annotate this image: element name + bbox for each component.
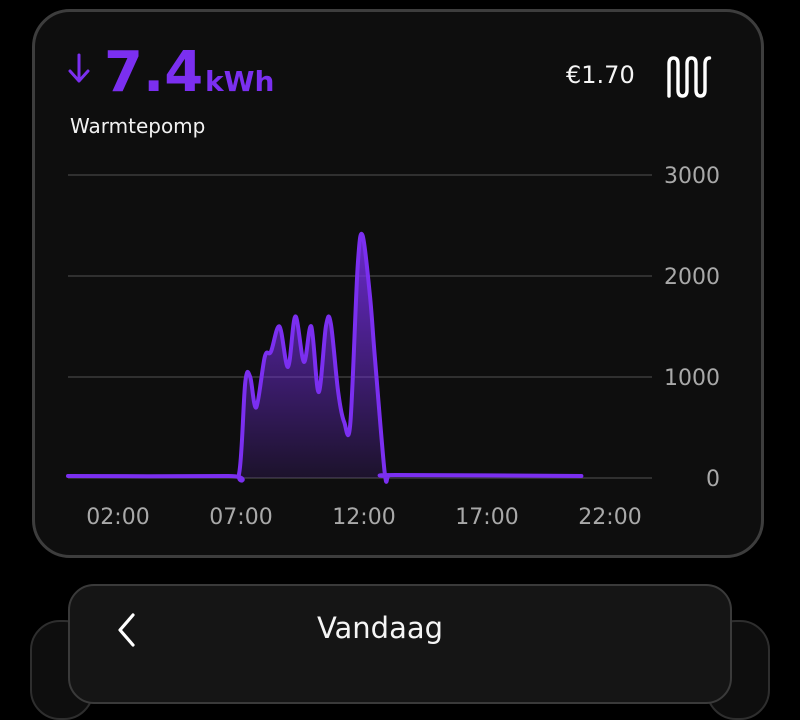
cost-value: €1.70 xyxy=(566,61,635,89)
power-chart: 0 1000 2000 3000 02:00 07:00 12:00 17:00 22:00 xyxy=(66,164,720,530)
energy-unit: kWh xyxy=(205,65,275,98)
y-tick-label: 0 xyxy=(706,467,720,492)
energy-card[interactable] xyxy=(32,9,764,558)
x-tick-label: 22:00 xyxy=(578,505,641,530)
date-label[interactable]: Vandaag xyxy=(316,611,444,645)
x-tick-label: 17:00 xyxy=(455,505,518,530)
y-tick-label: 1000 xyxy=(664,366,720,391)
energy-value: 7.4 xyxy=(104,40,204,105)
y-tick-label: 3000 xyxy=(664,164,720,189)
arrow-down-icon xyxy=(68,53,90,83)
heat-pump-radiator-icon[interactable] xyxy=(664,54,714,100)
chevron-left-icon[interactable] xyxy=(114,611,140,649)
device-name: Warmtepomp xyxy=(70,114,206,138)
power-line xyxy=(66,231,584,484)
x-tick-label: 07:00 xyxy=(209,505,272,530)
y-tick-label: 2000 xyxy=(664,265,720,290)
x-tick-label: 02:00 xyxy=(86,505,149,530)
x-tick-label: 12:00 xyxy=(332,505,395,530)
